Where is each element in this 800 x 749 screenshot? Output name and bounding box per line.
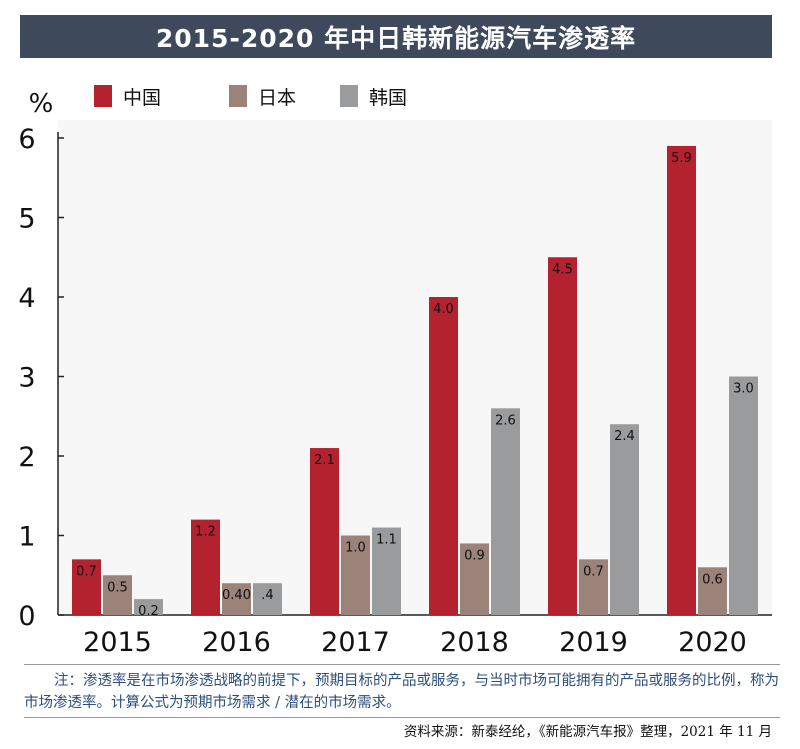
x-tick-label: 2018	[440, 627, 509, 658]
legend-label: 韩国	[369, 87, 407, 109]
bar-日本-2015	[103, 575, 132, 615]
data-label: 0.9	[464, 548, 485, 563]
data-label: 1.1	[376, 533, 397, 548]
bar-中国-2017	[310, 448, 339, 615]
bar-中国-2020	[667, 145, 696, 615]
y-tick-label: 0	[18, 601, 35, 632]
x-tick-label: 2017	[321, 627, 390, 658]
y-tick-label: 1	[18, 522, 35, 553]
legend-swatch	[340, 85, 358, 107]
bar-日本-2016	[222, 583, 251, 615]
bar-韩国-2020	[729, 376, 758, 615]
y-tick-label: 5	[18, 204, 35, 235]
data-label: 2.6	[495, 413, 516, 428]
x-tick-label: 2019	[559, 627, 628, 658]
chart-title: 2015-2020 年中日韩新能源汽车渗透率	[20, 15, 772, 58]
bar-chart: 0 1 2 3 4 5 6% 中国 日本 韩国 0.7 0.5 0.2 2015 1.2 0.40 .4 2016…	[18, 85, 772, 658]
x-tick-label: 2020	[678, 627, 747, 658]
data-label: 2.4	[614, 429, 635, 444]
bar-日本-2017	[341, 535, 370, 615]
bar-中国-2015	[72, 559, 101, 615]
data-label: 3.0	[733, 382, 754, 397]
data-label: .4	[261, 588, 273, 603]
data-label: 4.0	[433, 302, 454, 317]
y-tick-label: 4	[18, 283, 35, 314]
divider-bottom	[24, 717, 780, 718]
y-tick-label: 6	[18, 124, 35, 155]
legend-swatch	[229, 85, 247, 107]
bar-韩国-2016	[253, 583, 282, 615]
plot-area	[58, 120, 772, 615]
source-credit: 资料来源：新泰经纶，《新能源汽车报》整理，2021 年 11 月	[403, 724, 772, 740]
legend-label: 中国	[123, 87, 161, 109]
data-label: 0.2	[138, 604, 159, 619]
legend-label: 日本	[258, 87, 296, 109]
divider-top	[24, 664, 780, 665]
bar-中国-2018	[429, 297, 458, 615]
y-axis-label: %	[29, 89, 54, 119]
bar-日本-2019	[579, 559, 608, 615]
data-label: 1.2	[195, 525, 216, 540]
bar-日本-2018	[460, 543, 489, 615]
data-label: 1.0	[345, 541, 366, 556]
data-label: 4.5	[552, 262, 573, 277]
y-tick-label: 3	[18, 363, 35, 394]
bar-韩国-2019	[610, 424, 639, 615]
bar-中国-2016	[191, 519, 220, 615]
bar-韩国-2018	[491, 408, 520, 615]
data-label: 0.7	[76, 564, 97, 579]
bar-日本-2020	[698, 567, 727, 615]
data-label: 0.40	[222, 588, 251, 603]
bar-韩国-2017	[372, 527, 401, 615]
data-label: 2.1	[314, 453, 335, 468]
bar-中国-2019	[548, 257, 577, 615]
data-label: 0.5	[107, 580, 128, 595]
y-tick-label: 2	[18, 442, 35, 473]
data-label: 5.9	[671, 151, 692, 166]
x-tick-label: 2015	[83, 627, 152, 658]
data-label: 0.7	[583, 564, 604, 579]
footnote: 注：渗透率是在市场渗透战略的前提下，预期目标的产品或服务，与当时市场可能拥有的产…	[24, 673, 779, 711]
legend-swatch	[94, 85, 112, 107]
data-label: 0.6	[702, 572, 723, 587]
bar-韩国-2015	[134, 599, 163, 615]
x-tick-label: 2016	[202, 627, 271, 658]
